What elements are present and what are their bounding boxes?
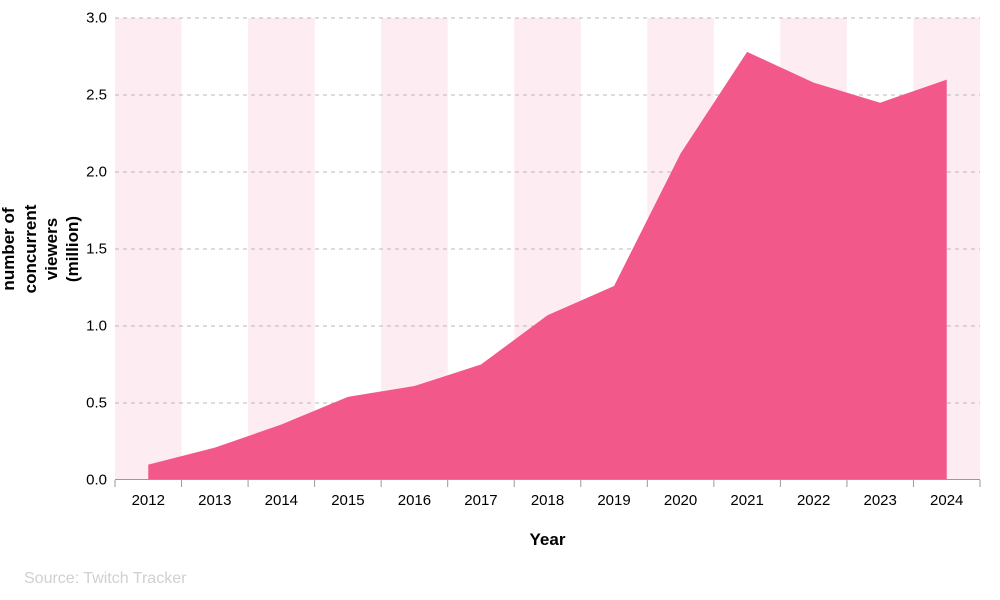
- y-tick-label: 0.0: [86, 472, 107, 489]
- y-tick-label: 1.0: [86, 318, 107, 335]
- x-tick-label: 2021: [730, 492, 763, 509]
- x-tick-label: 2012: [132, 492, 165, 509]
- x-tick-label: 2013: [198, 492, 231, 509]
- x-tick-label: 2016: [398, 492, 431, 509]
- chart-container: Average number of concurrent viewers (mi…: [0, 0, 1000, 600]
- source-label: Source: Twitch Tracker: [24, 570, 186, 588]
- x-tick-label: 2022: [797, 492, 830, 509]
- x-tick-label: 2023: [864, 492, 897, 509]
- y-tick-label: 1.5: [86, 241, 107, 258]
- y-tick-label: 0.5: [86, 395, 107, 412]
- plot-area: [115, 18, 980, 480]
- y-tick-label: 2.5: [86, 87, 107, 104]
- x-axis-label: Year: [530, 530, 566, 550]
- y-tick-label: 3.0: [86, 10, 107, 27]
- y-tick-label: 2.0: [86, 164, 107, 181]
- y-axis-ticks: 0.00.51.01.52.02.53.0: [0, 18, 115, 480]
- x-tick-label: 2019: [597, 492, 630, 509]
- x-tick-label: 2020: [664, 492, 697, 509]
- x-tick-label: 2014: [265, 492, 298, 509]
- x-tick-label: 2017: [464, 492, 497, 509]
- x-tick-label: 2015: [331, 492, 364, 509]
- x-tick-label: 2018: [531, 492, 564, 509]
- x-tick-label: 2024: [930, 492, 963, 509]
